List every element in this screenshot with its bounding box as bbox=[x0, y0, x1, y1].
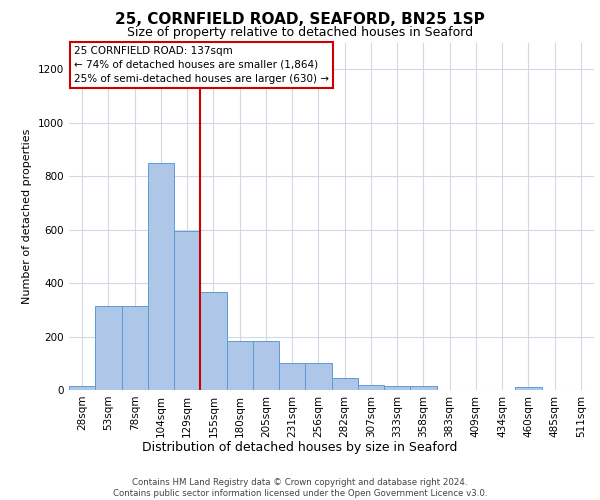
Bar bbox=[410, 386, 437, 390]
Text: Size of property relative to detached houses in Seaford: Size of property relative to detached ho… bbox=[127, 26, 473, 39]
Y-axis label: Number of detached properties: Number of detached properties bbox=[22, 128, 32, 304]
Text: Contains HM Land Registry data © Crown copyright and database right 2024.
Contai: Contains HM Land Registry data © Crown c… bbox=[113, 478, 487, 498]
Bar bbox=[95, 306, 121, 390]
Text: Distribution of detached houses by size in Seaford: Distribution of detached houses by size … bbox=[142, 441, 458, 454]
Bar bbox=[331, 378, 358, 390]
Bar bbox=[515, 388, 542, 390]
Bar bbox=[148, 163, 174, 390]
Bar bbox=[121, 306, 148, 390]
Bar bbox=[69, 386, 95, 390]
Text: 25, CORNFIELD ROAD, SEAFORD, BN25 1SP: 25, CORNFIELD ROAD, SEAFORD, BN25 1SP bbox=[115, 12, 485, 28]
Text: 25 CORNFIELD ROAD: 137sqm
← 74% of detached houses are smaller (1,864)
25% of se: 25 CORNFIELD ROAD: 137sqm ← 74% of detac… bbox=[74, 46, 329, 84]
Bar bbox=[174, 231, 200, 390]
Bar bbox=[253, 340, 279, 390]
Bar bbox=[305, 364, 331, 390]
Bar bbox=[200, 292, 227, 390]
Bar bbox=[358, 384, 384, 390]
Bar bbox=[279, 364, 305, 390]
Bar bbox=[384, 386, 410, 390]
Bar bbox=[227, 340, 253, 390]
